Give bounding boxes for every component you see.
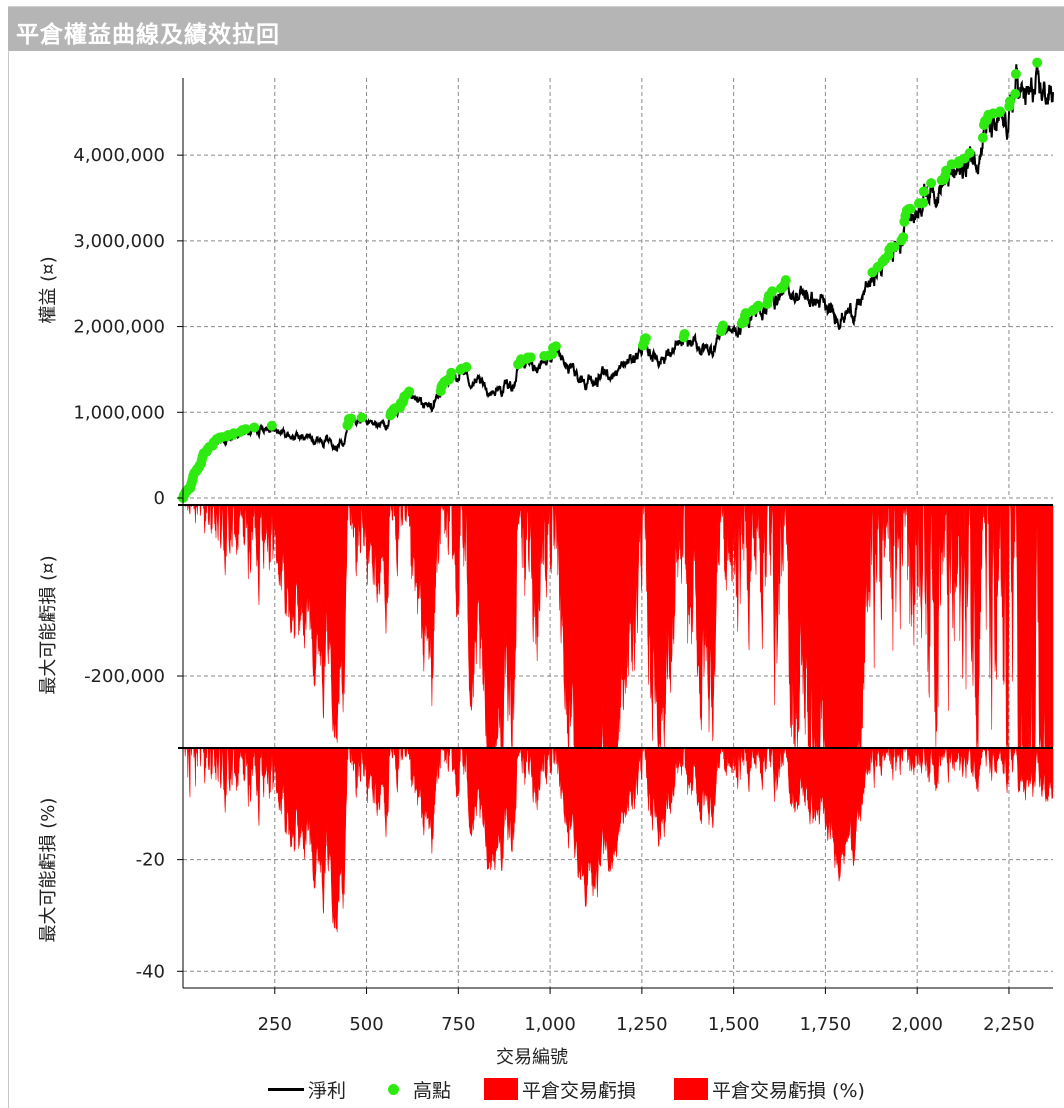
new-high-marker bbox=[240, 424, 251, 435]
new-high-marker bbox=[889, 241, 900, 252]
series-line-equity bbox=[182, 62, 1054, 499]
line-swatch-icon bbox=[268, 1087, 304, 1091]
red-box-swatch-icon bbox=[484, 1078, 518, 1100]
new-high-marker bbox=[977, 132, 988, 143]
y-tick-label: 1,000,000 bbox=[73, 402, 165, 423]
legend-label-equity: 淨利 bbox=[308, 1079, 347, 1102]
x-tick-label: 1,500 bbox=[708, 1014, 760, 1035]
new-high-marker bbox=[905, 203, 916, 214]
new-high-marker bbox=[926, 178, 937, 189]
new-high-marker bbox=[679, 329, 690, 340]
legend-label-drawdown: 平倉交易虧損 bbox=[522, 1079, 637, 1102]
new-high-marker bbox=[898, 232, 909, 243]
legend-item-peaks[interactable]: 高點 bbox=[380, 1074, 451, 1104]
window-title: 平倉權益曲線及績效拉回 bbox=[16, 22, 280, 48]
new-high-marker bbox=[753, 300, 764, 311]
drawdown-percent-area bbox=[183, 746, 1054, 933]
x-tick-label: 500 bbox=[349, 1014, 383, 1035]
x-tick-label: 750 bbox=[441, 1014, 475, 1035]
y-tick-label: 2,000,000 bbox=[73, 317, 165, 338]
drawdown-percent-panel-grid bbox=[183, 748, 1053, 988]
y-tick-label: -200,000 bbox=[84, 666, 165, 687]
y-tick-label: 3,000,000 bbox=[73, 231, 165, 252]
new-high-marker bbox=[404, 386, 415, 397]
drawdown-amount-series bbox=[183, 504, 1054, 749]
equity-panel-grid bbox=[183, 78, 1053, 499]
dot-swatch-icon bbox=[388, 1083, 399, 1095]
new-high-marker bbox=[1010, 88, 1021, 99]
new-high-marker bbox=[346, 413, 357, 424]
x-tick-label: 250 bbox=[258, 1014, 292, 1035]
new-high-marker bbox=[918, 186, 929, 197]
red-box-swatch-icon bbox=[674, 1078, 708, 1100]
new-high-marker bbox=[767, 286, 778, 297]
tick-labels: 0 1,000,000 2,000,000 3,000,000 4,000,000 -20… bbox=[73, 145, 1034, 1035]
new-high-marker bbox=[249, 422, 260, 433]
new-high-marker bbox=[995, 106, 1006, 117]
new-high-marker bbox=[461, 362, 472, 373]
legend-label-drawdown-pct: 平倉交易虧損 (%) bbox=[712, 1079, 865, 1102]
panel-border bbox=[8, 50, 9, 1108]
y-tick-label: 4,000,000 bbox=[73, 145, 165, 166]
new-high-marker bbox=[446, 367, 457, 378]
axes bbox=[178, 78, 1053, 989]
legend-label-peaks: 高點 bbox=[413, 1079, 452, 1102]
x-tick-label: 2,250 bbox=[983, 1014, 1035, 1035]
new-high-marker bbox=[525, 352, 536, 363]
legend: 淨利 高點 平倉交易虧損 平倉交易虧損 (%) bbox=[0, 1074, 1064, 1104]
new-high-marker bbox=[717, 320, 728, 331]
y-tick-label: 0 bbox=[154, 488, 165, 509]
drawdown-amount-area bbox=[183, 504, 1054, 749]
drawdown-percent-series bbox=[183, 746, 1054, 933]
x-tick-label: 2,000 bbox=[891, 1014, 943, 1035]
x-tick-label: 1,250 bbox=[616, 1014, 668, 1035]
x-axis-label: 交易編號 bbox=[496, 1047, 568, 1068]
new-high-marker bbox=[780, 275, 791, 286]
y-tick-label: -40 bbox=[136, 961, 165, 982]
title-bar: 平倉權益曲線及績效拉回 bbox=[8, 6, 1064, 51]
equity-line bbox=[182, 62, 1054, 499]
x-tick-label: 1,750 bbox=[800, 1014, 852, 1035]
drawdown-amount-axis-label: 最大可能虧損 (¤) bbox=[38, 555, 59, 694]
legend-item-drawdown-pct[interactable]: 平倉交易虧損 (%) bbox=[674, 1074, 865, 1104]
new-high-marker bbox=[550, 341, 561, 352]
legend-item-drawdown[interactable]: 平倉交易虧損 bbox=[484, 1074, 636, 1104]
new-high-marker bbox=[1032, 57, 1043, 68]
new-high-marker bbox=[964, 147, 975, 158]
new-high-marker bbox=[918, 197, 929, 208]
new-high-marker bbox=[640, 333, 651, 344]
equity-axis-label: 權益 (¤) bbox=[38, 256, 59, 323]
y-tick-label: -20 bbox=[136, 850, 165, 871]
new-high-marker bbox=[356, 412, 367, 423]
new-high-marker bbox=[266, 420, 277, 431]
new-high-markers bbox=[178, 57, 1043, 503]
legend-item-equity[interactable]: 淨利 bbox=[268, 1074, 346, 1104]
new-high-marker bbox=[1005, 96, 1016, 107]
x-tick-label: 1,000 bbox=[524, 1014, 576, 1035]
new-high-marker bbox=[1010, 68, 1021, 79]
drawdown-percent-axis-label: 最大可能虧損 (%) bbox=[38, 798, 59, 943]
